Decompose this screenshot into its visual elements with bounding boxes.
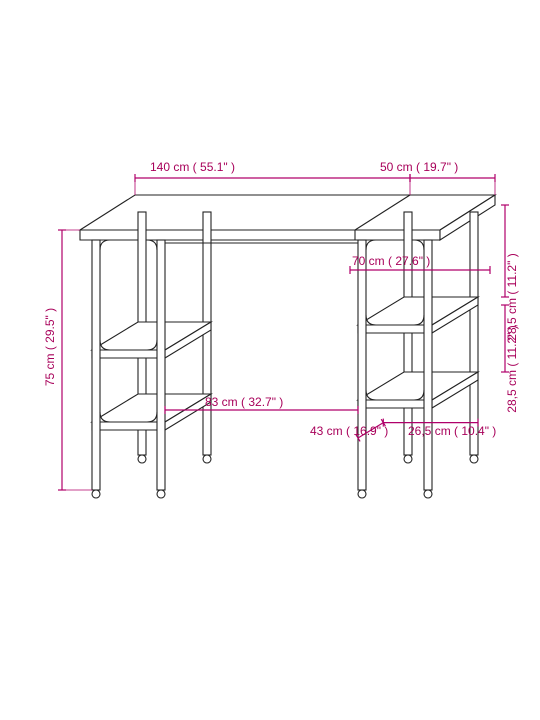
dim-rshelf-depth: 43 cm ( 16.9" ) bbox=[310, 424, 388, 438]
dim-half-width: 70 cm ( 27.6" ) bbox=[352, 254, 430, 268]
dim-width-top: 140 cm ( 55.1" ) bbox=[150, 160, 235, 174]
dim-inner-gap: 83 cm ( 32.7" ) bbox=[205, 395, 283, 409]
dim-height-left: 75 cm ( 29.5" ) bbox=[43, 287, 57, 407]
dim-rshelf-width: 26,5 cm ( 10.4" ) bbox=[408, 424, 496, 438]
dim-rgap-bottom: 28,5 cm ( 11.2" ) bbox=[505, 309, 519, 429]
dim-depth-top: 50 cm ( 19.7" ) bbox=[380, 160, 458, 174]
